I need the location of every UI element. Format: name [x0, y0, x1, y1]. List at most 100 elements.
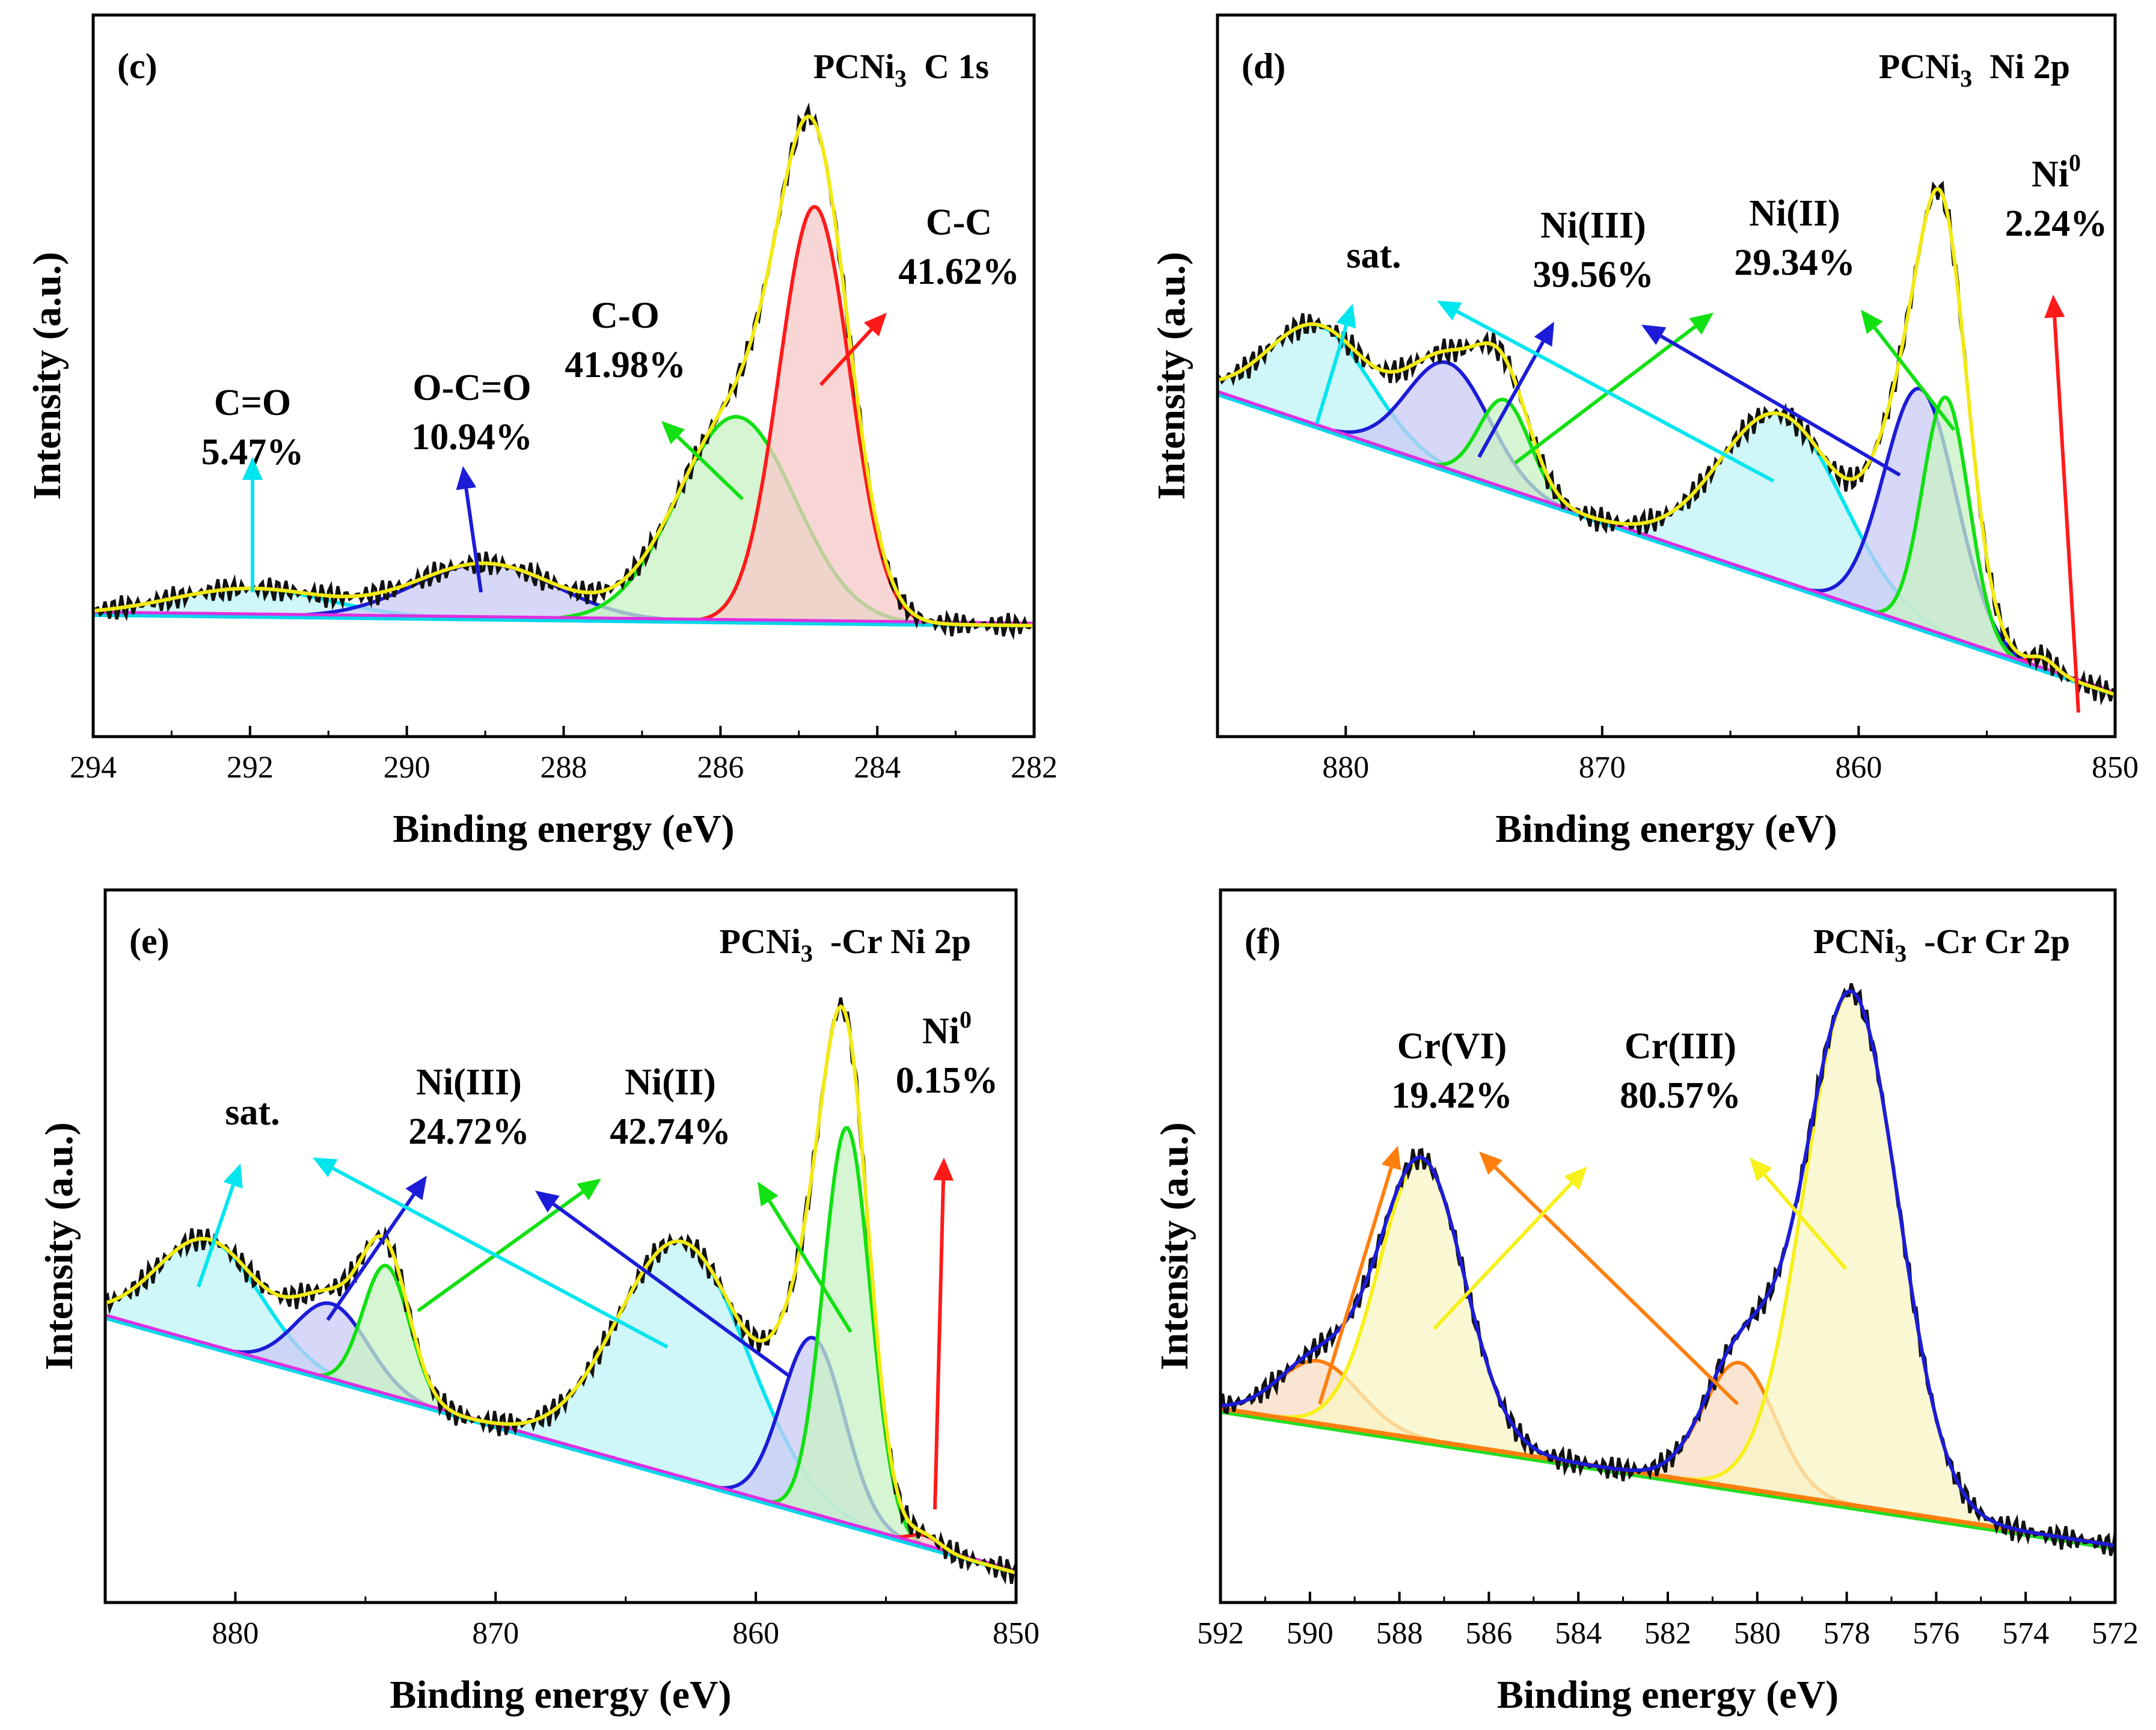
- peak-label: Cr(VI): [1397, 1026, 1507, 1067]
- peak-label-superscript: 0: [2069, 149, 2081, 176]
- peak-label-name: Ni(II): [1749, 193, 1840, 234]
- panel-label: (d): [1242, 46, 1285, 86]
- peak-label: C-O: [591, 295, 660, 336]
- label-arrow: [819, 328, 873, 387]
- label-arrow-head: [1381, 1146, 1401, 1171]
- peak-label: Ni(II): [625, 1062, 716, 1103]
- peak-percent: 24.72%: [408, 1111, 530, 1152]
- peak-label-name: Ni(III): [1540, 205, 1646, 246]
- label-arrow-head: [1479, 1152, 1503, 1175]
- chart-panel-d: 880 870 860 850 Binding energy (eV) Intensity…: [1150, 13, 2139, 851]
- label-arrow-head: [1564, 1167, 1587, 1191]
- label-arrow-head: [1861, 310, 1883, 334]
- plot-frame: [1216, 13, 2117, 738]
- plot-area: [105, 997, 1016, 1585]
- chart-title: PCNi3 -Cr Ni 2p: [720, 922, 971, 967]
- x-tick-label: 292: [227, 750, 274, 785]
- label-arrow: [1432, 1182, 1573, 1331]
- x-tick-label: 282: [1011, 750, 1058, 785]
- peak-percent: 39.56%: [1533, 254, 1654, 295]
- x-tick-label: 584: [1555, 1616, 1602, 1651]
- label-arrow-head: [456, 466, 477, 491]
- peak-label: C=O: [214, 382, 291, 423]
- background-line: [93, 612, 1034, 628]
- label-arrow-head: [1750, 1158, 1772, 1182]
- x-tick-label: 574: [2002, 1616, 2049, 1651]
- x-tick-label: 284: [854, 750, 901, 785]
- label-arrow-head: [933, 1158, 954, 1181]
- x-tick-label: 880: [212, 1616, 259, 1651]
- peak-label: O-C=O: [412, 367, 531, 408]
- x-tick-label: 576: [1913, 1616, 1959, 1651]
- background-line-2: [1220, 1411, 2115, 1551]
- chart-title: PCNi3 -Cr Cr 2p: [1813, 922, 2070, 967]
- label-arrow: [1763, 1173, 1848, 1270]
- envelope-line: [1217, 186, 2115, 696]
- y-axis-label: Intensity (a.u.): [1150, 252, 1193, 500]
- peak-percent: 19.42%: [1391, 1075, 1513, 1116]
- plot-frame: [103, 888, 1018, 1604]
- title-subscript: 3: [1960, 65, 1972, 92]
- plot-area: [1220, 983, 2115, 1556]
- x-tick-label: 588: [1376, 1616, 1423, 1651]
- panel-label: (f): [1245, 921, 1281, 961]
- background-line-2: [1217, 390, 2115, 694]
- label-arrow: [417, 1190, 584, 1313]
- title-main: PCNi: [720, 922, 801, 961]
- peak-fill-3: [93, 207, 1034, 626]
- y-axis-label: Intensity (a.u.): [1153, 1122, 1196, 1370]
- peak-label: Ni0: [922, 1006, 972, 1052]
- x-tick-label: 870: [1579, 750, 1626, 785]
- x-tick-label: 582: [1644, 1616, 1691, 1651]
- x-tick-label: 572: [2092, 1616, 2139, 1651]
- peak-fill-3: [1220, 992, 2115, 1546]
- peak-label: Ni(III): [416, 1062, 522, 1103]
- x-axis-label: Binding energy (eV): [393, 807, 734, 851]
- label-arrow: [1318, 1167, 1393, 1405]
- label-arrow-head: [1534, 322, 1554, 347]
- envelope-line: [1220, 989, 2115, 1548]
- title-main: PCNi: [1813, 922, 1894, 961]
- label-arrow: [2053, 317, 2080, 713]
- peak-label-name: C-O: [591, 295, 660, 336]
- title-subscript: 3: [1894, 940, 1906, 967]
- peak-percent: 29.34%: [1734, 242, 1855, 283]
- peak-label: C-C: [926, 202, 992, 243]
- x-tick-label: 294: [70, 750, 117, 785]
- peak-label: Ni(II): [1749, 193, 1840, 234]
- x-tick-label: 286: [697, 750, 744, 785]
- label-arrow: [933, 1180, 946, 1510]
- chart-title: PCNi3 Ni 2p: [1879, 47, 2070, 92]
- panel-label: (e): [129, 921, 170, 961]
- peak-label-name: sat.: [225, 1092, 280, 1133]
- label-arrow: [1315, 325, 1348, 425]
- label-arrow-head: [313, 1158, 338, 1177]
- peak-label-name: Ni: [922, 1011, 960, 1052]
- title-main: PCNi: [1879, 47, 1960, 86]
- label-arrow: [1477, 340, 1545, 458]
- x-tick-label: 578: [1824, 1616, 1870, 1651]
- peak-label-name: Cr(VI): [1397, 1026, 1507, 1067]
- peak-label: sat.: [225, 1092, 280, 1133]
- background-line: [1217, 391, 2115, 697]
- peak-label-name: O-C=O: [412, 367, 531, 408]
- label-arrow-head: [1689, 313, 1713, 335]
- peak-fill-0: [1217, 324, 2115, 695]
- x-tick-label: 290: [384, 750, 430, 785]
- x-axis-label: Binding energy (eV): [390, 1673, 731, 1717]
- background-line-2: [105, 1313, 1016, 1572]
- title-tail: -Cr Cr 2p: [1906, 922, 2070, 961]
- peak-label-name: C-C: [926, 202, 992, 243]
- x-tick-label: 288: [541, 750, 587, 785]
- plot-area: [1217, 180, 2115, 706]
- label-arrow: [326, 1193, 415, 1321]
- label-arrow: [197, 1184, 235, 1287]
- x-tick-label: 880: [1322, 750, 1369, 785]
- x-axis-label: Binding energy (eV): [1495, 807, 1837, 851]
- peak-label-name: Ni: [2032, 154, 2069, 195]
- x-tick-label: 850: [2092, 750, 2139, 785]
- background-line: [1220, 1406, 2115, 1548]
- title-tail: C 1s: [907, 47, 989, 86]
- peak-percent: 42.74%: [610, 1111, 731, 1152]
- envelope-line: [93, 114, 1034, 628]
